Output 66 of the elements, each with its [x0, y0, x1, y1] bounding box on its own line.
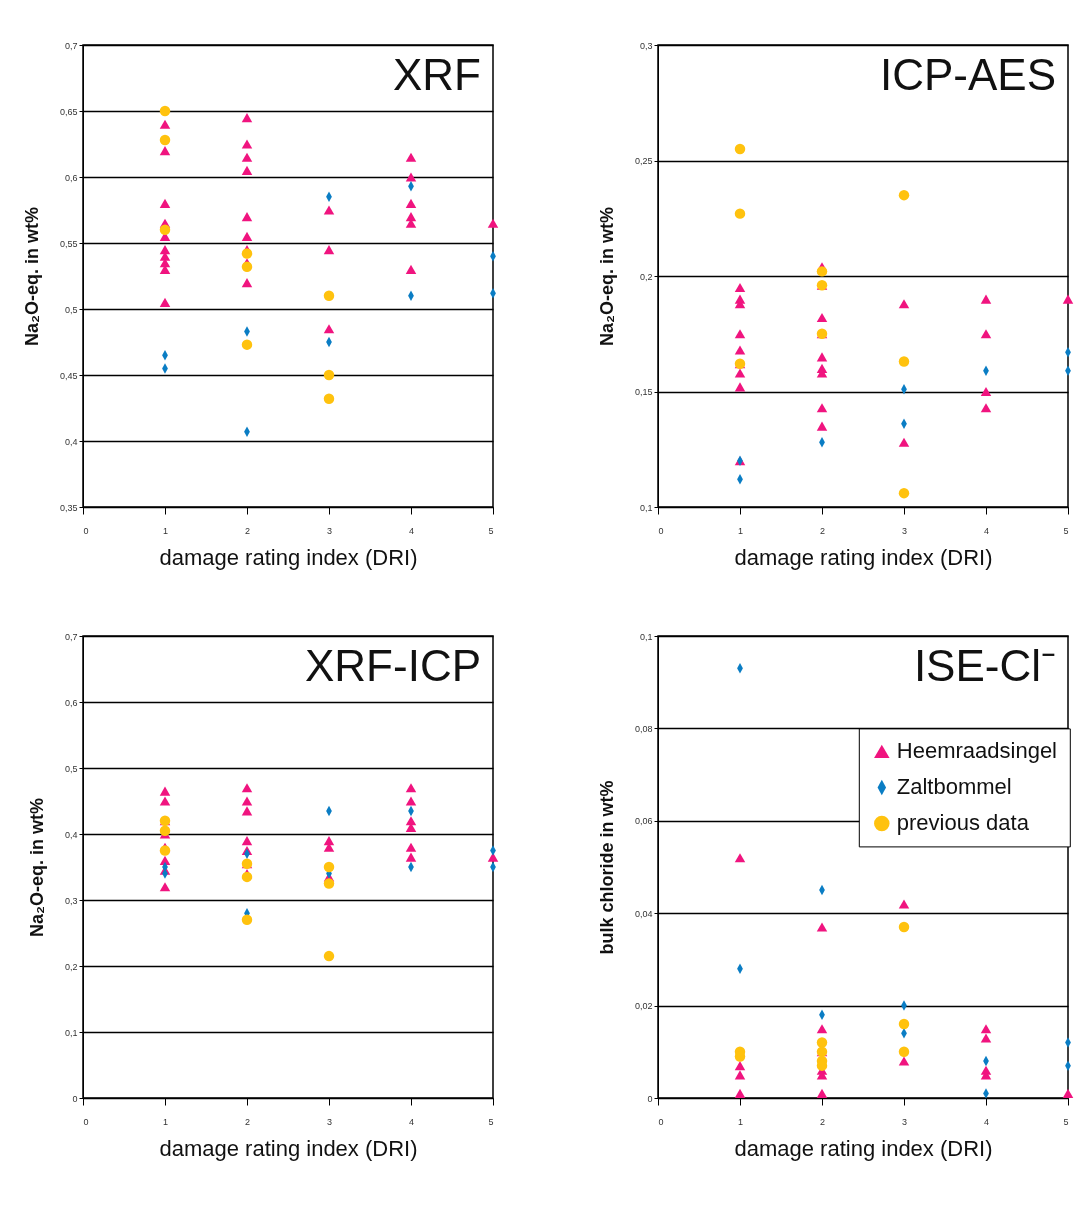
chart-title: XRF	[393, 50, 481, 99]
y-tick-label: 0,2	[639, 271, 653, 282]
x-axis-title: damage rating index (DRI)	[159, 544, 418, 570]
x-tick-label: 2	[244, 1116, 251, 1127]
y-tick-label: 0,3	[639, 40, 653, 51]
x-tick-label: 5	[488, 1116, 494, 1127]
y-tick-label: 0,5	[64, 304, 78, 315]
x-tick-label: 5	[1063, 1116, 1069, 1127]
y-tick-label: 0,65	[59, 106, 78, 117]
y-tick-label: 0,35	[59, 502, 78, 513]
x-tick-label: 0	[658, 525, 664, 536]
x-tick-label: 4	[983, 1116, 990, 1127]
y-tick-label: 0,1	[64, 1027, 78, 1038]
y-tick-label: 0,6	[64, 172, 78, 183]
y-tick-label: 0,6	[64, 697, 78, 708]
y-tick-label: 0,4	[64, 829, 78, 840]
x-tick-label: 2	[819, 525, 826, 536]
x-axis-title: damage rating index (DRI)	[159, 1135, 418, 1161]
y-tick-label: 0,02	[634, 1001, 653, 1012]
y-tick-label: 0,15	[634, 387, 653, 397]
y-tick-label: 0,04	[634, 908, 653, 919]
chart-title: ICP-AES	[879, 50, 1056, 99]
x-tick-label: 3	[901, 525, 908, 536]
y-tick-label: 0,4	[64, 436, 78, 447]
x-tick-label: 0	[83, 1116, 89, 1127]
x-tick-label: 0	[83, 525, 89, 536]
y-tick-label: 0,45	[59, 370, 78, 381]
y-tick-label: 0,3	[64, 895, 78, 906]
x-tick-label: 3	[901, 1116, 908, 1127]
x-tick-label: 3	[326, 525, 333, 536]
x-tick-label: 4	[983, 525, 990, 536]
y-tick-label: 0,7	[64, 631, 78, 642]
x-axis-title: damage rating index (DRI)	[734, 544, 993, 570]
legend-label: Zaltbommel	[896, 774, 1012, 800]
x-tick-label: 1	[737, 525, 744, 536]
x-tick-label: 4	[408, 1116, 415, 1127]
y-tick-label: 0,25	[634, 156, 653, 166]
y-axis-title: Na₂O-eq. in wt%	[21, 206, 42, 347]
y-tick-label: 0,5	[64, 763, 78, 774]
y-tick-label: 0	[72, 1093, 78, 1104]
legend-label: previous data	[896, 810, 1030, 836]
x-tick-label: 4	[408, 525, 415, 536]
x-axis-title: damage rating index (DRI)	[734, 1135, 993, 1161]
y-axis-title: Na₂O-eq. in wt%	[26, 797, 47, 938]
chart-title: XRF-ICP	[305, 641, 481, 690]
x-tick-label: 5	[1063, 525, 1069, 536]
x-tick-label: 1	[162, 525, 169, 536]
y-tick-label: 0,08	[634, 723, 653, 734]
y-tick-label: 0,55	[59, 238, 78, 249]
y-tick-label: 0,06	[634, 816, 653, 827]
y-tick-label: 0,7	[64, 40, 78, 51]
x-tick-label: 1	[737, 1116, 744, 1127]
y-tick-label: 0,2	[64, 961, 78, 972]
chart-title: ISE-Cl⁻	[913, 641, 1056, 690]
x-tick-label: 5	[488, 525, 494, 536]
x-tick-label: 3	[326, 1116, 333, 1127]
x-tick-label: 1	[162, 1116, 169, 1127]
x-tick-label: 2	[244, 525, 251, 536]
legend-label: Heemraadsingel	[896, 738, 1057, 764]
y-tick-label: 0	[647, 1093, 653, 1104]
y-tick-label: 0,1	[639, 631, 653, 642]
y-tick-label: 0,1	[639, 502, 653, 513]
y-axis-title: Na₂O-eq. in wt%	[596, 206, 617, 347]
y-axis-title: bulk chloride in wt%	[596, 780, 617, 955]
x-tick-label: 0	[658, 1116, 664, 1127]
x-tick-label: 2	[819, 1116, 826, 1127]
